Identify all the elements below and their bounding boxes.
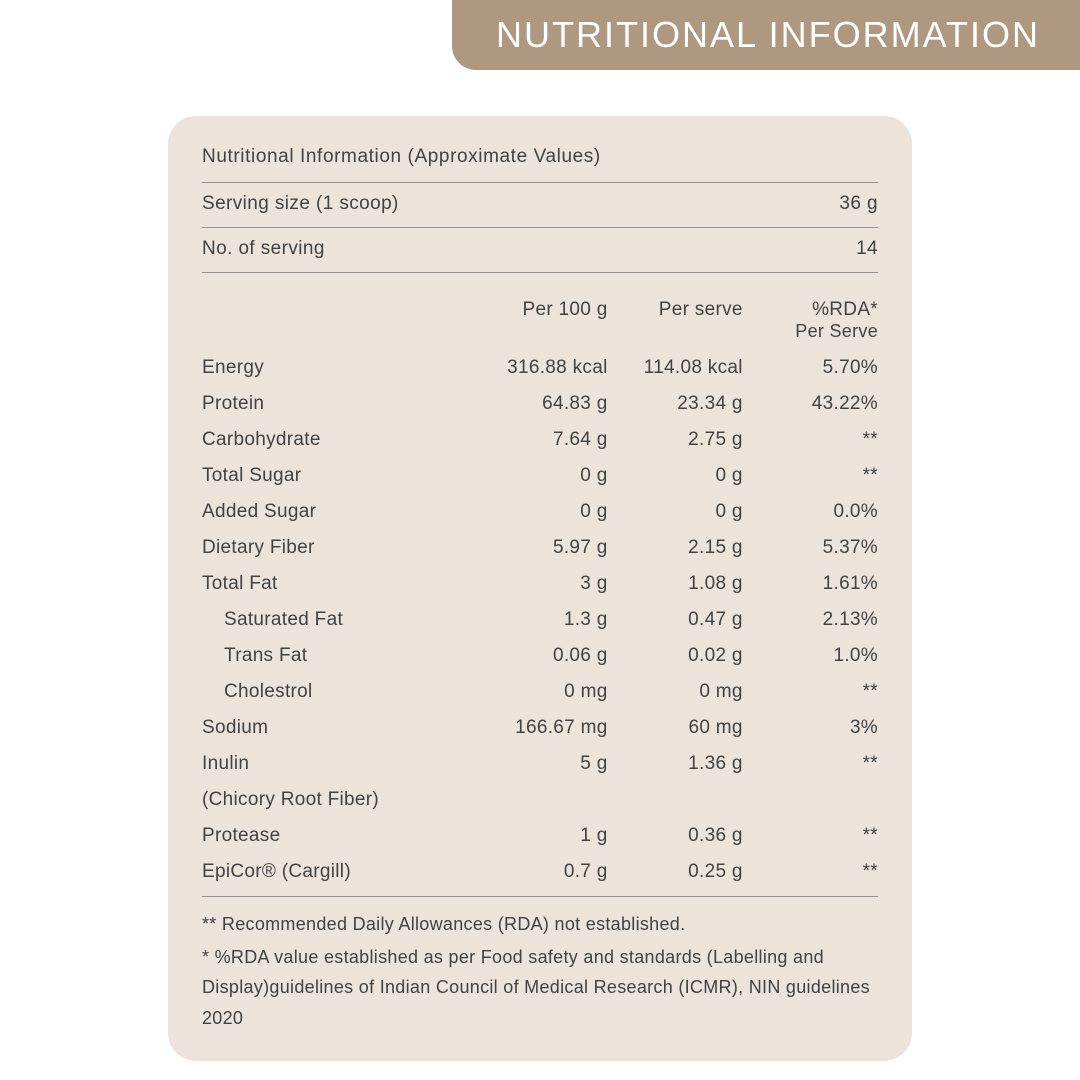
- per-100g-value: 3 g: [459, 566, 608, 602]
- table-row: Sodium166.67 mg60 mg3%: [202, 710, 878, 746]
- rda-value: 5.70%: [743, 350, 878, 386]
- per-serve-value: 2.75 g: [608, 422, 743, 458]
- num-servings-row: No. of serving 14: [202, 228, 878, 272]
- footnotes: ** Recommended Daily Allowances (RDA) no…: [202, 909, 878, 1033]
- table-row: Dietary Fiber5.97 g2.15 g5.37%: [202, 530, 878, 566]
- per-100g-value: 5.97 g: [459, 530, 608, 566]
- nutrient-name: Energy: [202, 350, 459, 386]
- rda-value: 0.0%: [743, 494, 878, 530]
- per-100g-value: 64.83 g: [459, 386, 608, 422]
- rda-value: **: [743, 854, 878, 890]
- per-serve-value: 0.47 g: [608, 602, 743, 638]
- rda-value: 2.13%: [743, 602, 878, 638]
- header-banner-text: NUTRITIONAL INFORMATION: [496, 14, 1040, 55]
- per-serve-value: 60 mg: [608, 710, 743, 746]
- per-serve-value: 0.36 g: [608, 818, 743, 854]
- col-header-rda-sub: Per Serve: [743, 321, 878, 342]
- col-header-rda-main: %RDA*: [812, 299, 878, 320]
- nutrient-name: Protease: [202, 818, 459, 854]
- table-row: EpiCor® (Cargill)0.7 g0.25 g**: [202, 854, 878, 890]
- nutrition-table: Per 100 g Per serve %RDA* Per Serve Ener…: [202, 295, 878, 890]
- rda-value: [743, 782, 878, 818]
- panel-title: Nutritional Information (Approximate Val…: [202, 146, 878, 168]
- per-100g-value: 1 g: [459, 818, 608, 854]
- rda-value: **: [743, 818, 878, 854]
- footnote-line: ** Recommended Daily Allowances (RDA) no…: [202, 909, 878, 940]
- per-serve-value: 0.25 g: [608, 854, 743, 890]
- header-banner: NUTRITIONAL INFORMATION: [452, 0, 1080, 70]
- per-serve-value: 0 mg: [608, 674, 743, 710]
- serving-size-value: 36 g: [839, 193, 878, 215]
- divider: [202, 896, 878, 897]
- rda-value: 1.61%: [743, 566, 878, 602]
- table-row: Total Fat3 g1.08 g1.61%: [202, 566, 878, 602]
- per-serve-value: 23.34 g: [608, 386, 743, 422]
- table-row: Energy316.88 kcal114.08 kcal5.70%: [202, 350, 878, 386]
- per-100g-value: 1.3 g: [459, 602, 608, 638]
- nutrient-name: Protein: [202, 386, 459, 422]
- serving-size-label: Serving size (1 scoop): [202, 193, 399, 215]
- nutrient-name: Cholestrol: [202, 674, 459, 710]
- per-serve-value: [608, 782, 743, 818]
- nutrient-name: Total Sugar: [202, 458, 459, 494]
- nutrient-name: Trans Fat: [202, 638, 459, 674]
- table-row: Total Sugar0 g0 g**: [202, 458, 878, 494]
- col-header-rda: %RDA* Per Serve: [743, 295, 878, 350]
- per-100g-value: 7.64 g: [459, 422, 608, 458]
- nutrient-name: Saturated Fat: [202, 602, 459, 638]
- per-serve-value: 1.08 g: [608, 566, 743, 602]
- table-row: Added Sugar0 g0 g0.0%: [202, 494, 878, 530]
- table-row: (Chicory Root Fiber): [202, 782, 878, 818]
- per-100g-value: 0 g: [459, 458, 608, 494]
- per-100g-value: 166.67 mg: [459, 710, 608, 746]
- per-serve-value: 0 g: [608, 494, 743, 530]
- table-row: Protein64.83 g23.34 g43.22%: [202, 386, 878, 422]
- rda-value: **: [743, 674, 878, 710]
- table-row: Carbohydrate7.64 g2.75 g**: [202, 422, 878, 458]
- per-100g-value: 0.06 g: [459, 638, 608, 674]
- col-header-blank: [202, 295, 459, 350]
- num-servings-value: 14: [856, 238, 878, 260]
- nutrient-name: Added Sugar: [202, 494, 459, 530]
- col-header-per100: Per 100 g: [459, 295, 608, 350]
- table-row: Inulin5 g1.36 g**: [202, 746, 878, 782]
- table-row: Protease1 g0.36 g**: [202, 818, 878, 854]
- per-serve-value: 2.15 g: [608, 530, 743, 566]
- rda-value: **: [743, 746, 878, 782]
- per-serve-value: 114.08 kcal: [608, 350, 743, 386]
- rda-value: **: [743, 458, 878, 494]
- nutrient-name: Inulin: [202, 746, 459, 782]
- per-100g-value: 5 g: [459, 746, 608, 782]
- per-100g-value: 0.7 g: [459, 854, 608, 890]
- nutrient-name: Sodium: [202, 710, 459, 746]
- table-header-row: Per 100 g Per serve %RDA* Per Serve: [202, 295, 878, 350]
- per-serve-value: 0 g: [608, 458, 743, 494]
- nutrient-name: EpiCor® (Cargill): [202, 854, 459, 890]
- per-serve-value: 0.02 g: [608, 638, 743, 674]
- col-header-perserve: Per serve: [608, 295, 743, 350]
- nutrient-name: Total Fat: [202, 566, 459, 602]
- footnote-line: * %RDA value established as per Food saf…: [202, 942, 878, 1034]
- nutrient-name: Carbohydrate: [202, 422, 459, 458]
- nutrition-panel: Nutritional Information (Approximate Val…: [168, 116, 912, 1061]
- per-100g-value: 0 mg: [459, 674, 608, 710]
- table-row: Saturated Fat1.3 g0.47 g2.13%: [202, 602, 878, 638]
- rda-value: **: [743, 422, 878, 458]
- num-servings-label: No. of serving: [202, 238, 325, 260]
- per-100g-value: 316.88 kcal: [459, 350, 608, 386]
- per-serve-value: 1.36 g: [608, 746, 743, 782]
- table-row: Trans Fat0.06 g0.02 g1.0%: [202, 638, 878, 674]
- per-100g-value: 0 g: [459, 494, 608, 530]
- table-row: Cholestrol0 mg0 mg**: [202, 674, 878, 710]
- rda-value: 3%: [743, 710, 878, 746]
- serving-size-row: Serving size (1 scoop) 36 g: [202, 183, 878, 227]
- per-100g-value: [459, 782, 608, 818]
- rda-value: 1.0%: [743, 638, 878, 674]
- nutrient-name: (Chicory Root Fiber): [202, 782, 459, 818]
- nutrient-name: Dietary Fiber: [202, 530, 459, 566]
- rda-value: 5.37%: [743, 530, 878, 566]
- rda-value: 43.22%: [743, 386, 878, 422]
